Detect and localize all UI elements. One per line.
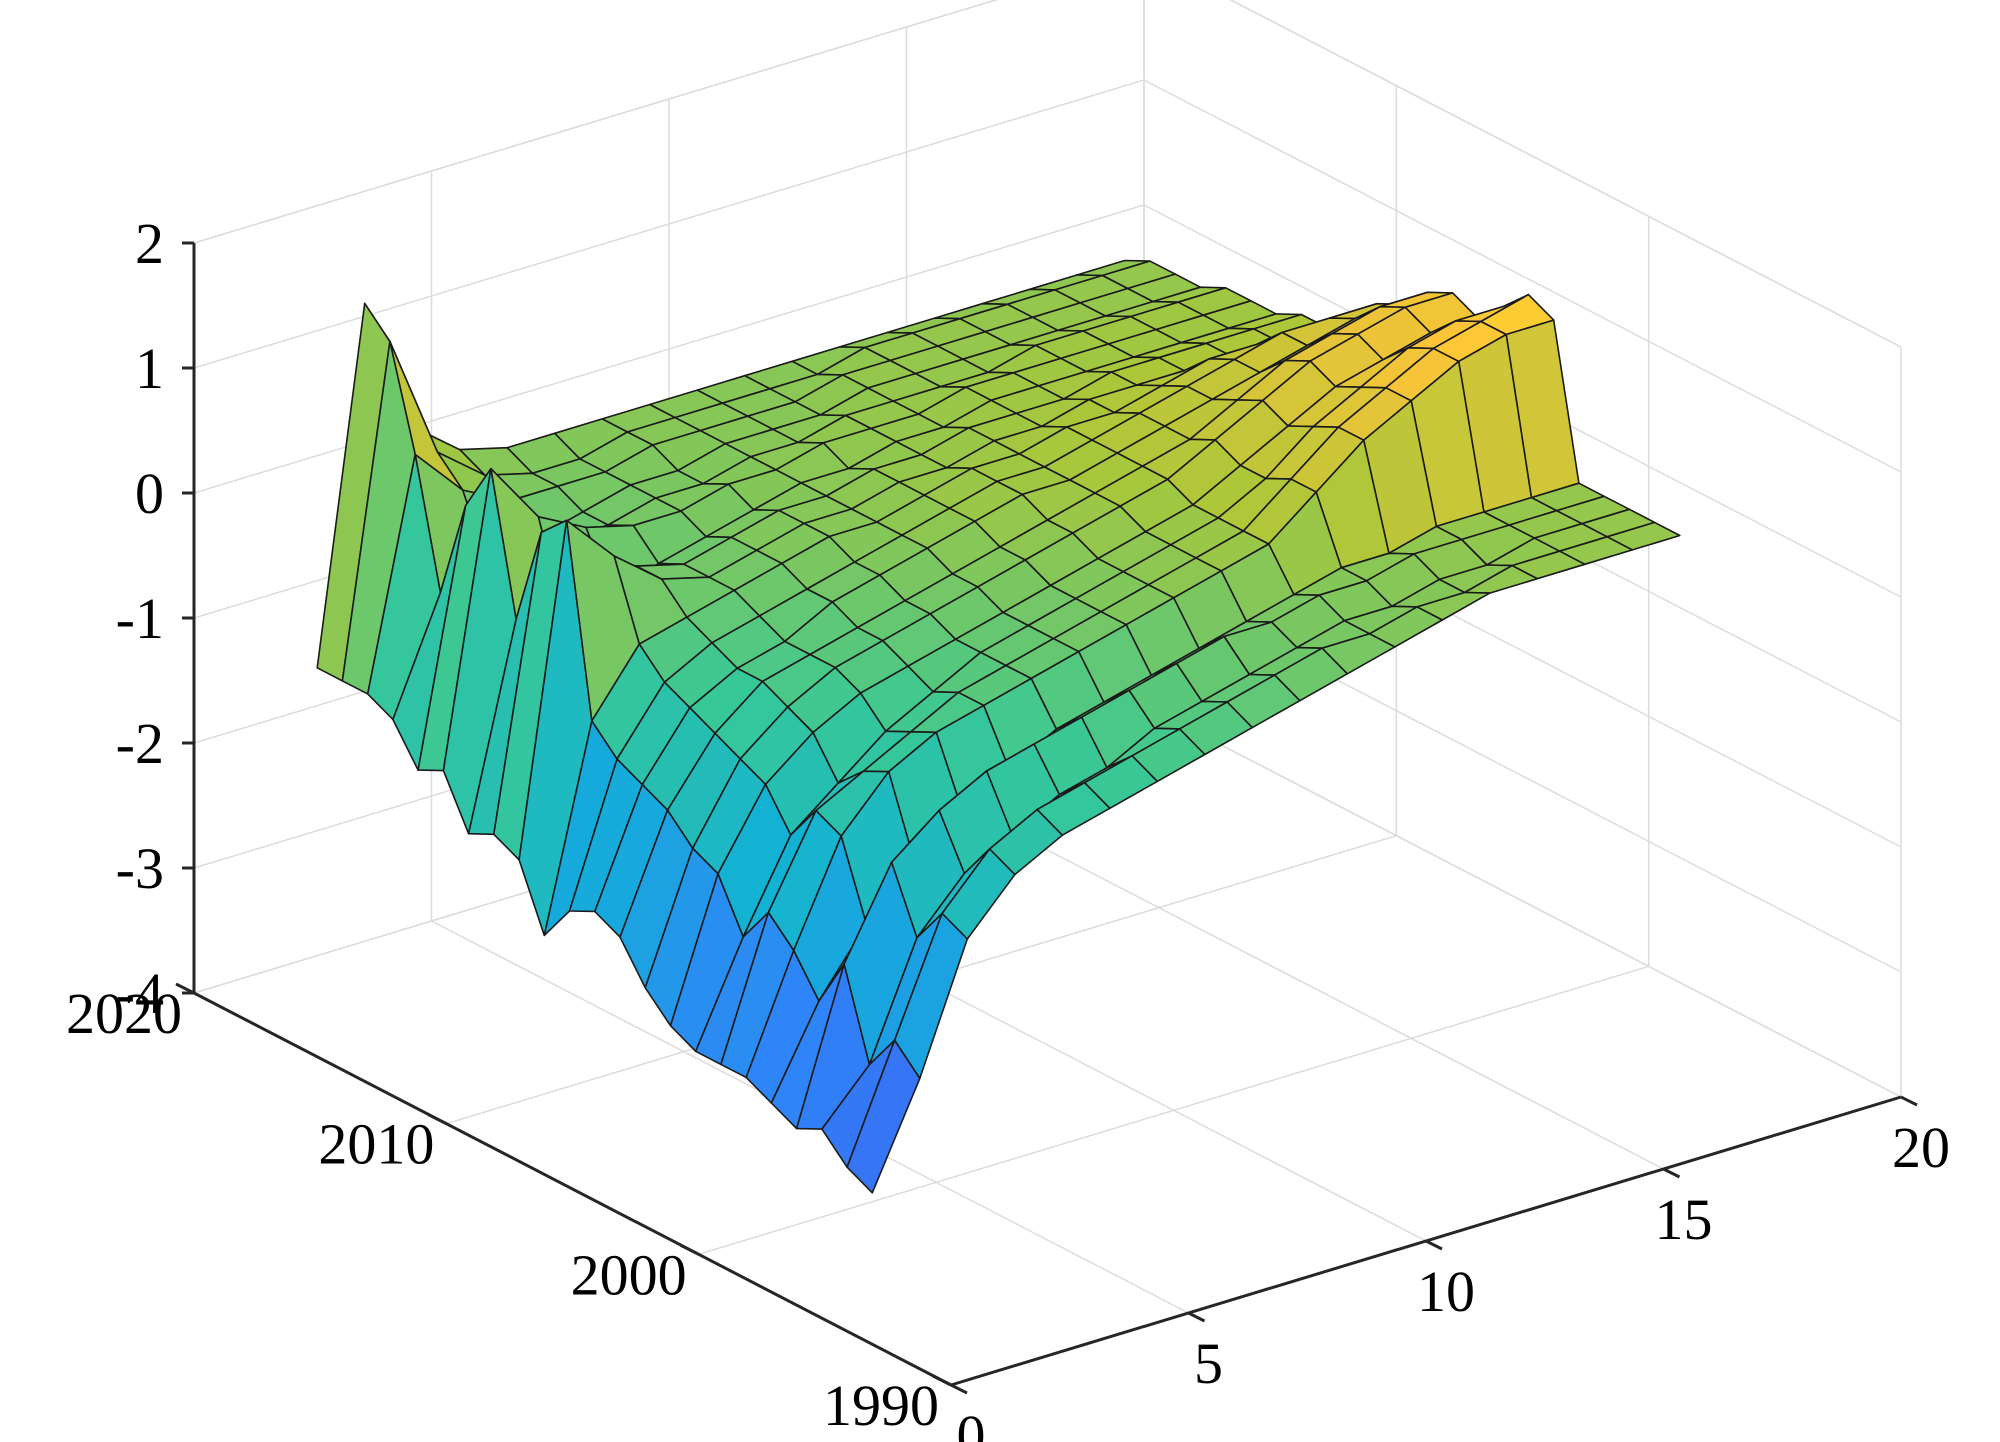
back-wall-grid-line: [193, 79, 1145, 369]
x-tick-label: 15: [1655, 1187, 1713, 1252]
y-tick-mark: [932, 1374, 952, 1387]
right-wall-grid-line: [1143, 79, 1902, 473]
right-wall-grid-line: [1143, 704, 1902, 1098]
floor-grid-line: [698, 965, 1649, 1256]
y-tick-label: 2010: [318, 1112, 434, 1177]
x-tick-mark: [1425, 1239, 1443, 1251]
y-tick-mark: [679, 1243, 700, 1256]
z-tick-label: 2: [135, 211, 164, 276]
box-edge: [1229, 0, 1902, 348]
y-tick-label: 1990: [823, 1373, 939, 1438]
x-tick-label: 5: [1194, 1331, 1223, 1396]
x-tick-label: 0: [957, 1403, 986, 1442]
x-tick-mark: [1900, 1095, 1918, 1107]
axis-layer: [175, 241, 1918, 1395]
y-tick-label: 2020: [66, 981, 182, 1046]
x-tick-label: 10: [1417, 1259, 1475, 1324]
surface-face: [846, 1039, 921, 1194]
z-tick-label: -3: [116, 836, 164, 901]
z-tick-label: -1: [116, 586, 164, 651]
y-tick-label: 2000: [571, 1242, 687, 1307]
x-tick-label: 20: [1892, 1115, 1950, 1180]
z-tick-label: -4: [116, 961, 164, 1026]
z-tick-label: -2: [116, 711, 164, 776]
surface-layer: [316, 259, 1681, 1194]
z-tick-label: 1: [135, 336, 164, 401]
x-tick-mark: [950, 1383, 968, 1395]
z-tick-label: 0: [135, 461, 164, 526]
box-edge: [193, 0, 999, 244]
y-axis-line: [193, 991, 952, 1387]
x-tick-mark: [1187, 1311, 1206, 1323]
tick-label-layer: 0 5 10 15 20 1990 2000 2010 2020-4 -3 -2 -1 0 1 2: [66, 211, 1950, 1442]
right-wall-grid-line: [1229, 0, 1902, 348]
y-tick-mark: [427, 1113, 448, 1126]
x-tick-mark: [1662, 1167, 1681, 1179]
